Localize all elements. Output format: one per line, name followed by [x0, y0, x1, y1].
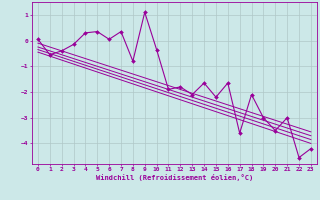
X-axis label: Windchill (Refroidissement éolien,°C): Windchill (Refroidissement éolien,°C) — [96, 174, 253, 181]
